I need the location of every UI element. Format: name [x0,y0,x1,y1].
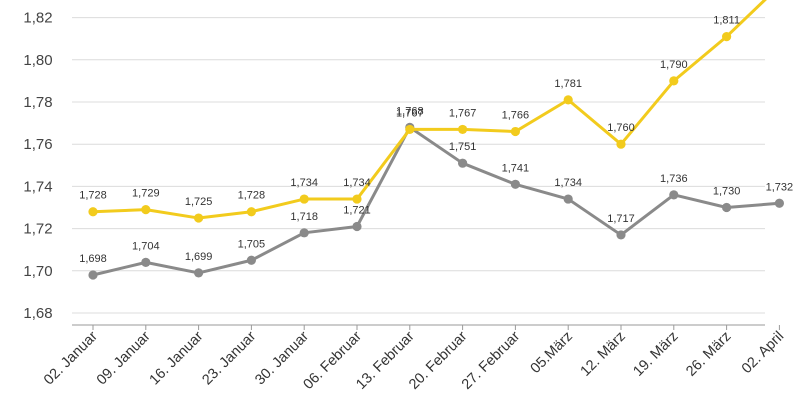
data-point-grey [458,158,468,168]
data-point-yellow [563,95,573,105]
data-point-yellow [88,207,98,217]
data-label-grey: 1,736 [660,173,688,185]
data-label-grey: 1,699 [185,251,213,263]
data-label-yellow: 1,728 [238,190,266,202]
data-label-yellow: 1,729 [132,188,160,200]
data-point-grey [194,268,204,278]
x-tick-label: 12. März [578,329,629,380]
data-label-yellow: 1,811 [713,15,740,27]
data-label-grey: 1,718 [290,211,318,223]
data-point-grey [669,190,679,200]
series-grey: 1,698 1,704 1,699 1,705 1,718 1,721 1,768 1,751… [79,105,794,280]
data-label-grey: 1,704 [132,240,160,252]
data-point-yellow [669,76,679,86]
data-point-yellow [510,126,520,137]
series-line-grey [92,125,780,277]
data-point-grey [88,270,98,280]
data-point-yellow [405,124,415,135]
data-point-yellow [246,207,256,217]
y-tick-label: 1,82 [23,10,52,27]
y-tick-label: 1,74 [23,178,52,195]
data-label-yellow: 1,767 [449,107,477,119]
data-point-grey [563,194,573,204]
y-tick-label: 1,76 [23,136,52,153]
data-point-grey [510,179,520,189]
data-point-yellow [141,205,151,215]
y-tick-label: 1,68 [23,305,52,322]
y-tick-label: 1,78 [23,94,52,111]
data-label-yellow: 1,767 [396,107,424,119]
data-label-grey: 1,698 [79,253,107,265]
data-label-grey: 1,734 [554,177,582,189]
data-point-grey [616,230,626,240]
data-label-grey: 1,721 [343,204,371,216]
x-tick-label: 02. April [739,329,787,377]
data-label-yellow: 1,734 [290,177,318,189]
data-point-grey [722,202,732,213]
data-label-yellow: 1,766 [502,110,530,122]
data-label-grey: 1,768 [396,105,424,117]
data-label-yellow: 1,781 [554,78,582,90]
data-point-grey [141,257,151,267]
x-tick-label: 02. Januar [41,328,101,388]
data-point-grey [246,255,256,265]
data-label-yellow: 1,725 [185,196,213,208]
data-label-grey: 1,732 [766,181,794,193]
x-tick-label: 26. März [683,329,734,380]
x-tick-label: 19. März [630,329,681,380]
data-point-yellow [352,194,362,204]
x-tick-label: 23. Januar [199,328,259,388]
x-tick-label: 09. Januar [94,328,154,388]
x-tick-label: 16. Januar [147,328,207,388]
data-point-yellow [722,31,732,42]
data-label-yellow: 1,760 [607,122,635,134]
data-point-yellow [194,213,204,223]
data-label-grey: 1,705 [238,238,266,250]
series-line-yellow [92,0,767,220]
data-label-yellow: 1,728 [79,190,107,202]
data-point-grey [299,228,309,238]
data-label-grey: 1,717 [607,213,635,225]
y-tick-label: 1,70 [23,263,52,280]
data-label-grey: 1,751 [449,141,477,153]
data-point-grey [774,198,785,208]
data-label-grey: 1,741 [502,162,530,174]
y-tick-label: 1,72 [23,221,52,238]
data-label-yellow: 1,790 [660,59,688,71]
y-tick-label: 1,80 [23,52,52,69]
y-axis-tick-labels: 1,68 1,70 1,72 1,74 1,76 1,78 1,80 1,82 [23,10,52,322]
data-point-yellow [458,124,468,135]
data-point-grey [352,221,362,232]
x-tick-label: 05.März [528,329,576,377]
data-label-grey: 1,730 [713,186,741,198]
data-label-yellow: 1,734 [343,177,371,189]
data-point-yellow [616,139,626,149]
data-point-yellow [299,194,309,204]
series-yellow: 1,728 1,729 1,725 1,728 1,734 1,734 1,767 1,767… [79,0,767,223]
